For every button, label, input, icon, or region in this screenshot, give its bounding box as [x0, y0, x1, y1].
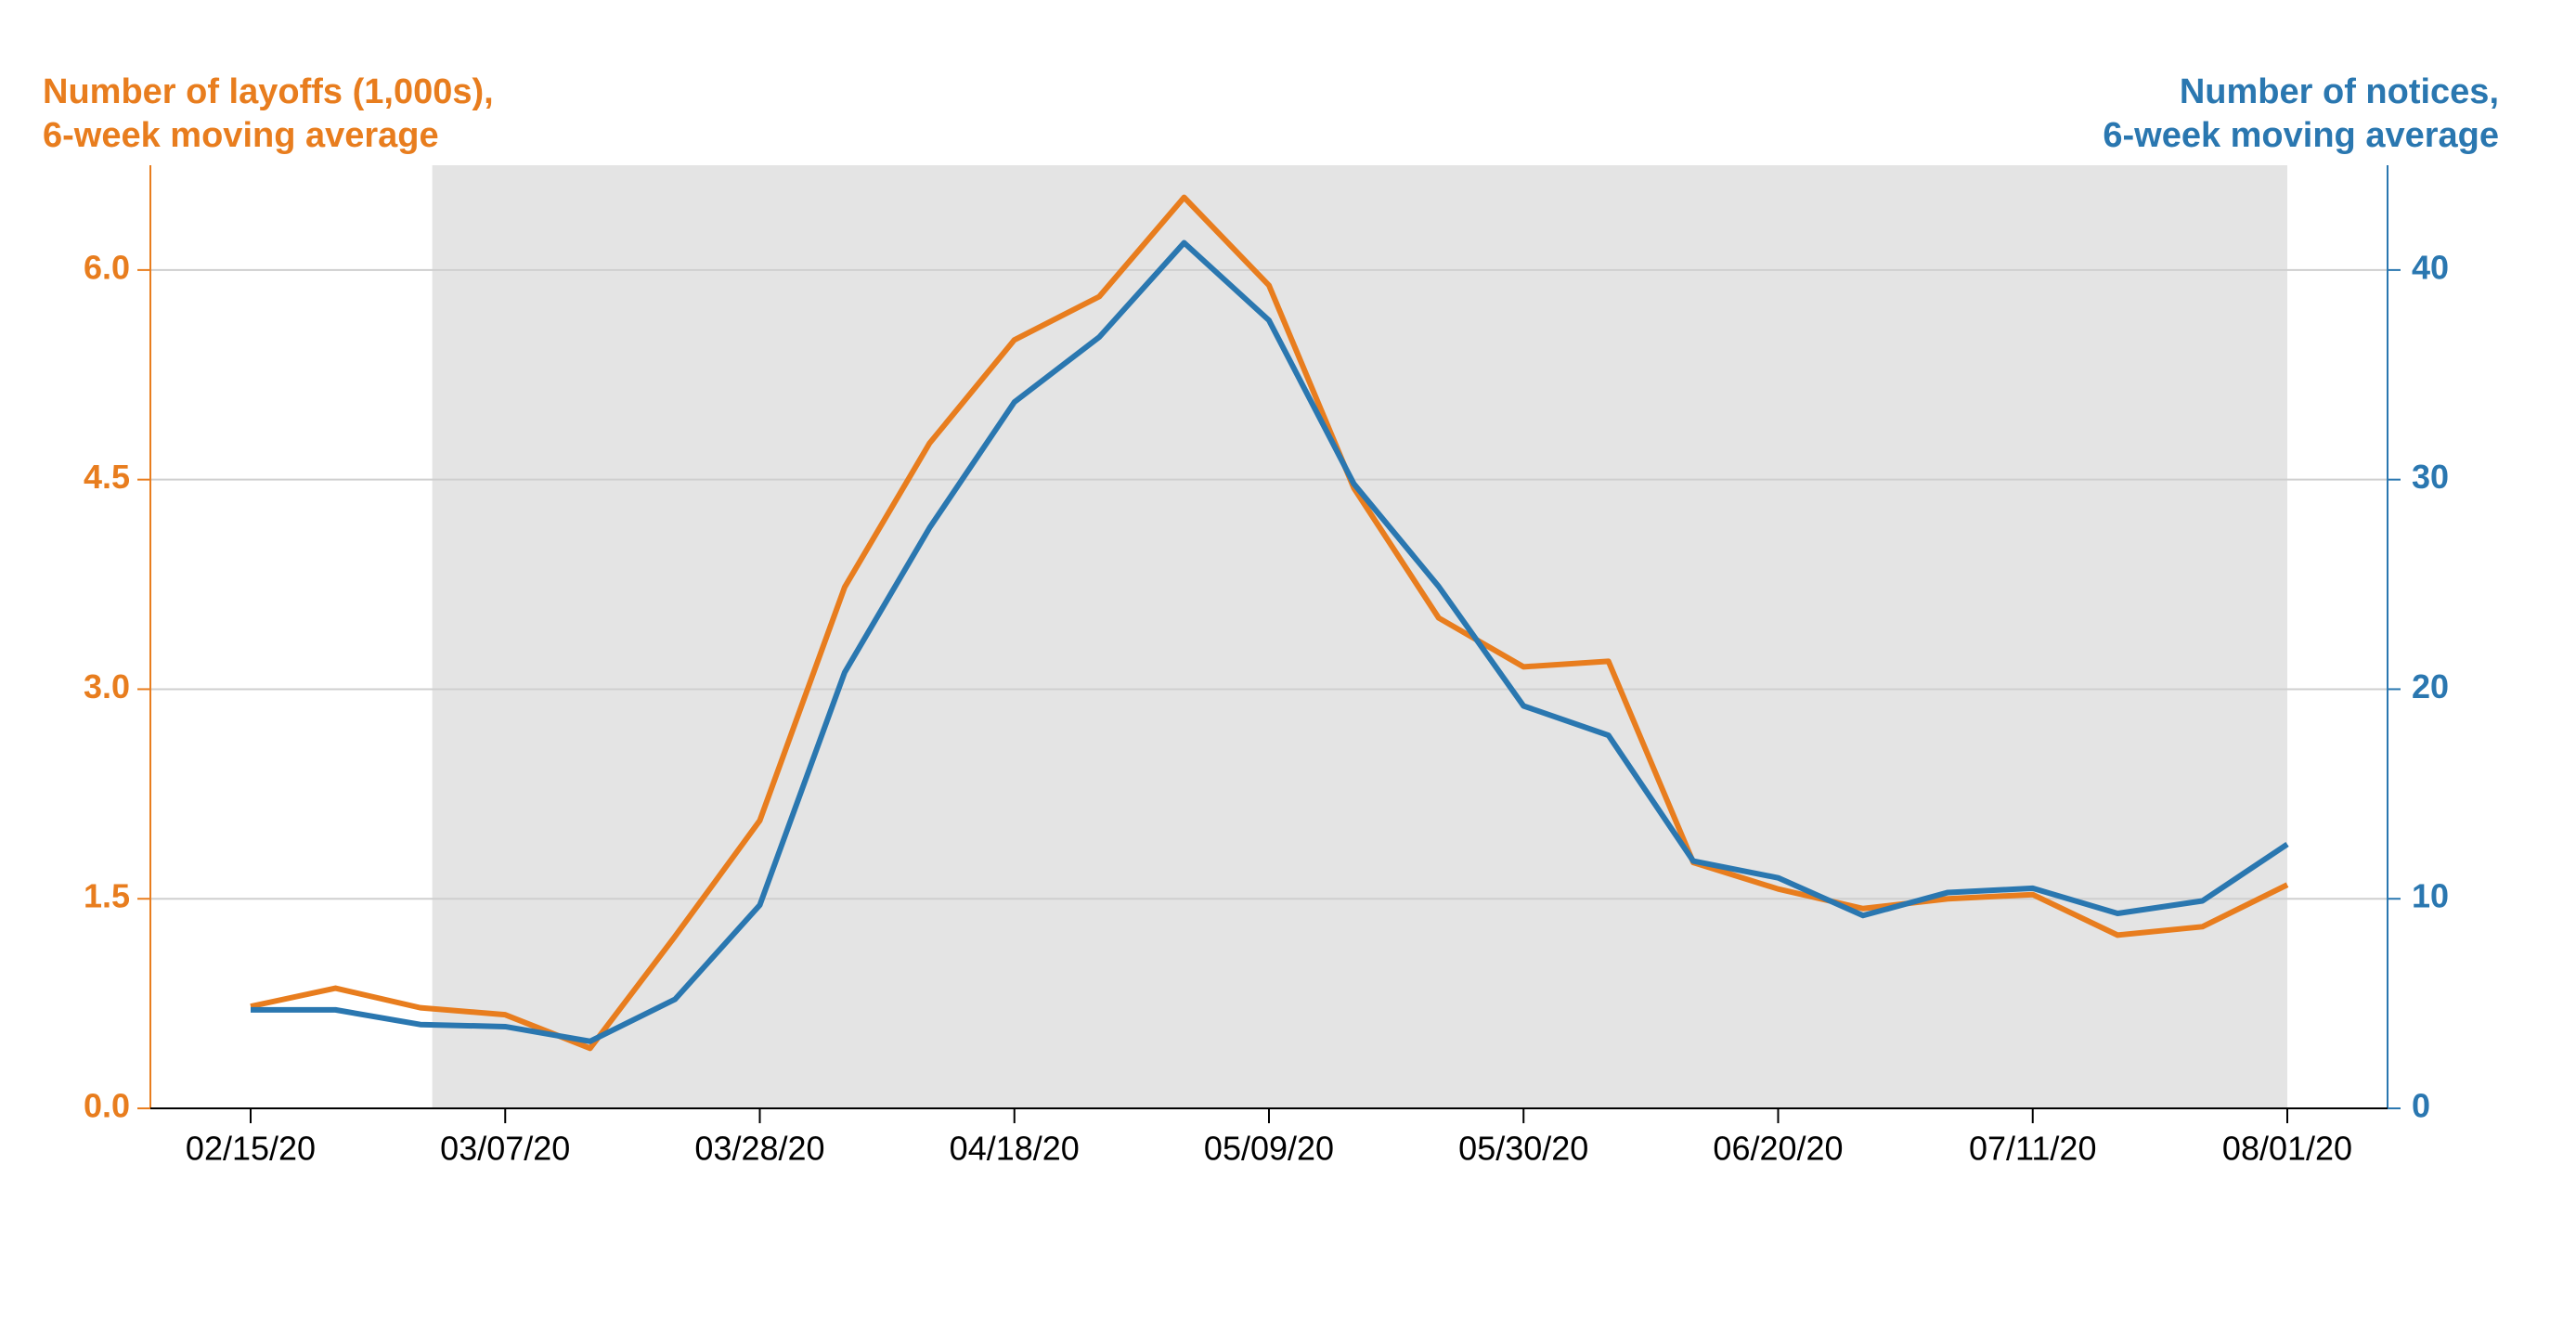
y-tick-label: 3.0 — [84, 667, 130, 705]
x-tick-label: 06/20/20 — [1713, 1130, 1843, 1168]
y-tick-label: 4.5 — [84, 458, 130, 496]
x-tick-label: 03/07/20 — [440, 1130, 570, 1168]
y-tick-label: 0.0 — [84, 1087, 130, 1125]
x-tick-label: 05/09/20 — [1204, 1130, 1334, 1168]
y2-axis-title: Number of notices, — [2180, 72, 2499, 111]
y2-tick-label: 10 — [2412, 877, 2449, 915]
y2-axis-title: 6-week moving average — [2103, 116, 2499, 155]
y2-tick-label: 40 — [2412, 248, 2449, 286]
y-axis-title: 6-week moving average — [43, 116, 439, 155]
y-axis-title: Number of layoffs (1,000s), — [43, 72, 494, 111]
line-series — [250, 194, 2289, 1052]
line-series — [251, 239, 2289, 1044]
x-tick-label: 05/30/20 — [1458, 1130, 1588, 1168]
y2-tick-label: 0 — [2412, 1087, 2430, 1125]
y2-tick-label: 30 — [2412, 458, 2449, 496]
recession-shading — [432, 165, 2288, 1108]
y-tick-label: 6.0 — [84, 248, 130, 286]
x-tick-label: 03/28/20 — [694, 1130, 824, 1168]
x-tick-label: 08/01/20 — [2222, 1130, 2352, 1168]
y2-tick-label: 20 — [2412, 667, 2449, 705]
x-tick-label: 04/18/20 — [950, 1130, 1080, 1168]
y-tick-label: 1.5 — [84, 877, 130, 915]
x-tick-label: 07/11/20 — [1969, 1130, 2096, 1168]
x-tick-label: 02/15/20 — [186, 1130, 316, 1168]
